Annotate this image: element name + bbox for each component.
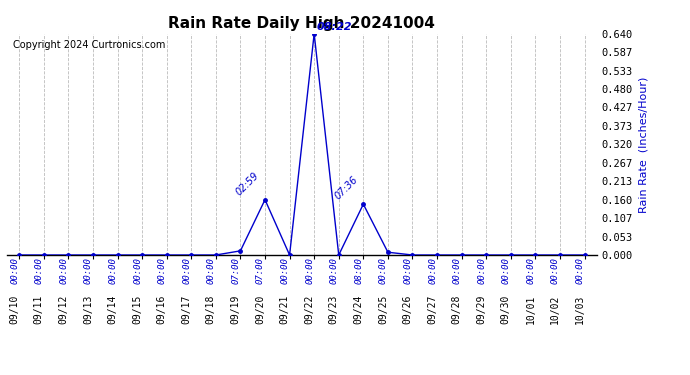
Text: 09/17: 09/17: [181, 295, 191, 324]
Text: 00:00: 00:00: [575, 257, 584, 284]
Text: 09/12: 09/12: [59, 295, 68, 324]
Text: 09/22: 09/22: [304, 295, 314, 324]
Text: 00:00: 00:00: [428, 257, 437, 284]
Text: 00:00: 00:00: [404, 257, 413, 284]
Text: 08:00: 08:00: [355, 257, 364, 284]
Text: 07:36: 07:36: [333, 174, 359, 201]
Text: 09/26: 09/26: [402, 295, 413, 324]
Text: 00:00: 00:00: [551, 257, 560, 284]
Text: 09/15: 09/15: [132, 295, 142, 324]
Text: 00:00: 00:00: [453, 257, 462, 284]
Text: 09/28: 09/28: [452, 295, 462, 324]
Text: 00:00: 00:00: [84, 257, 93, 284]
Text: 09/25: 09/25: [378, 295, 388, 324]
Text: 10/02: 10/02: [550, 295, 560, 324]
Text: 09/21: 09/21: [279, 295, 290, 324]
Title: Rain Rate Daily High 20241004: Rain Rate Daily High 20241004: [168, 16, 435, 31]
Text: 09/16: 09/16: [157, 295, 167, 324]
Text: 09/13: 09/13: [83, 295, 93, 324]
Text: 09/30: 09/30: [501, 295, 511, 324]
Text: 00:00: 00:00: [502, 257, 511, 284]
Text: 09/27: 09/27: [427, 295, 437, 324]
Text: 09/14: 09/14: [108, 295, 117, 324]
Y-axis label: Rain Rate  (Inches/Hour): Rain Rate (Inches/Hour): [638, 76, 649, 213]
Text: 09/18: 09/18: [206, 295, 216, 324]
Text: 00:00: 00:00: [305, 257, 314, 284]
Text: 10/01: 10/01: [525, 295, 535, 324]
Text: Copyright 2024 Curtronics.com: Copyright 2024 Curtronics.com: [13, 40, 165, 50]
Text: 09/23: 09/23: [328, 295, 339, 324]
Text: 00:00: 00:00: [281, 257, 290, 284]
Text: 02:59: 02:59: [235, 170, 262, 197]
Text: 07:00: 07:00: [231, 257, 240, 284]
Text: 00:00: 00:00: [34, 257, 43, 284]
Text: 00:00: 00:00: [108, 257, 117, 284]
Text: 10/03: 10/03: [575, 295, 584, 324]
Text: 00:00: 00:00: [59, 257, 68, 284]
Text: 00:00: 00:00: [182, 257, 191, 284]
Text: 09/24: 09/24: [353, 295, 364, 324]
Text: 00:00: 00:00: [526, 257, 535, 284]
Text: 09/20: 09/20: [255, 295, 265, 324]
Text: 09/19: 09/19: [230, 295, 240, 324]
Text: 09/29: 09/29: [476, 295, 486, 324]
Text: 09/10: 09/10: [9, 295, 19, 324]
Text: 00:00: 00:00: [158, 257, 167, 284]
Text: 00:00: 00:00: [379, 257, 388, 284]
Text: 00:00: 00:00: [477, 257, 486, 284]
Text: 08:22: 08:22: [317, 22, 352, 32]
Text: 00:00: 00:00: [133, 257, 142, 284]
Text: 07:00: 07:00: [256, 257, 265, 284]
Text: 00:00: 00:00: [10, 257, 19, 284]
Text: 00:00: 00:00: [207, 257, 216, 284]
Text: 00:00: 00:00: [330, 257, 339, 284]
Text: 09/11: 09/11: [34, 295, 43, 324]
